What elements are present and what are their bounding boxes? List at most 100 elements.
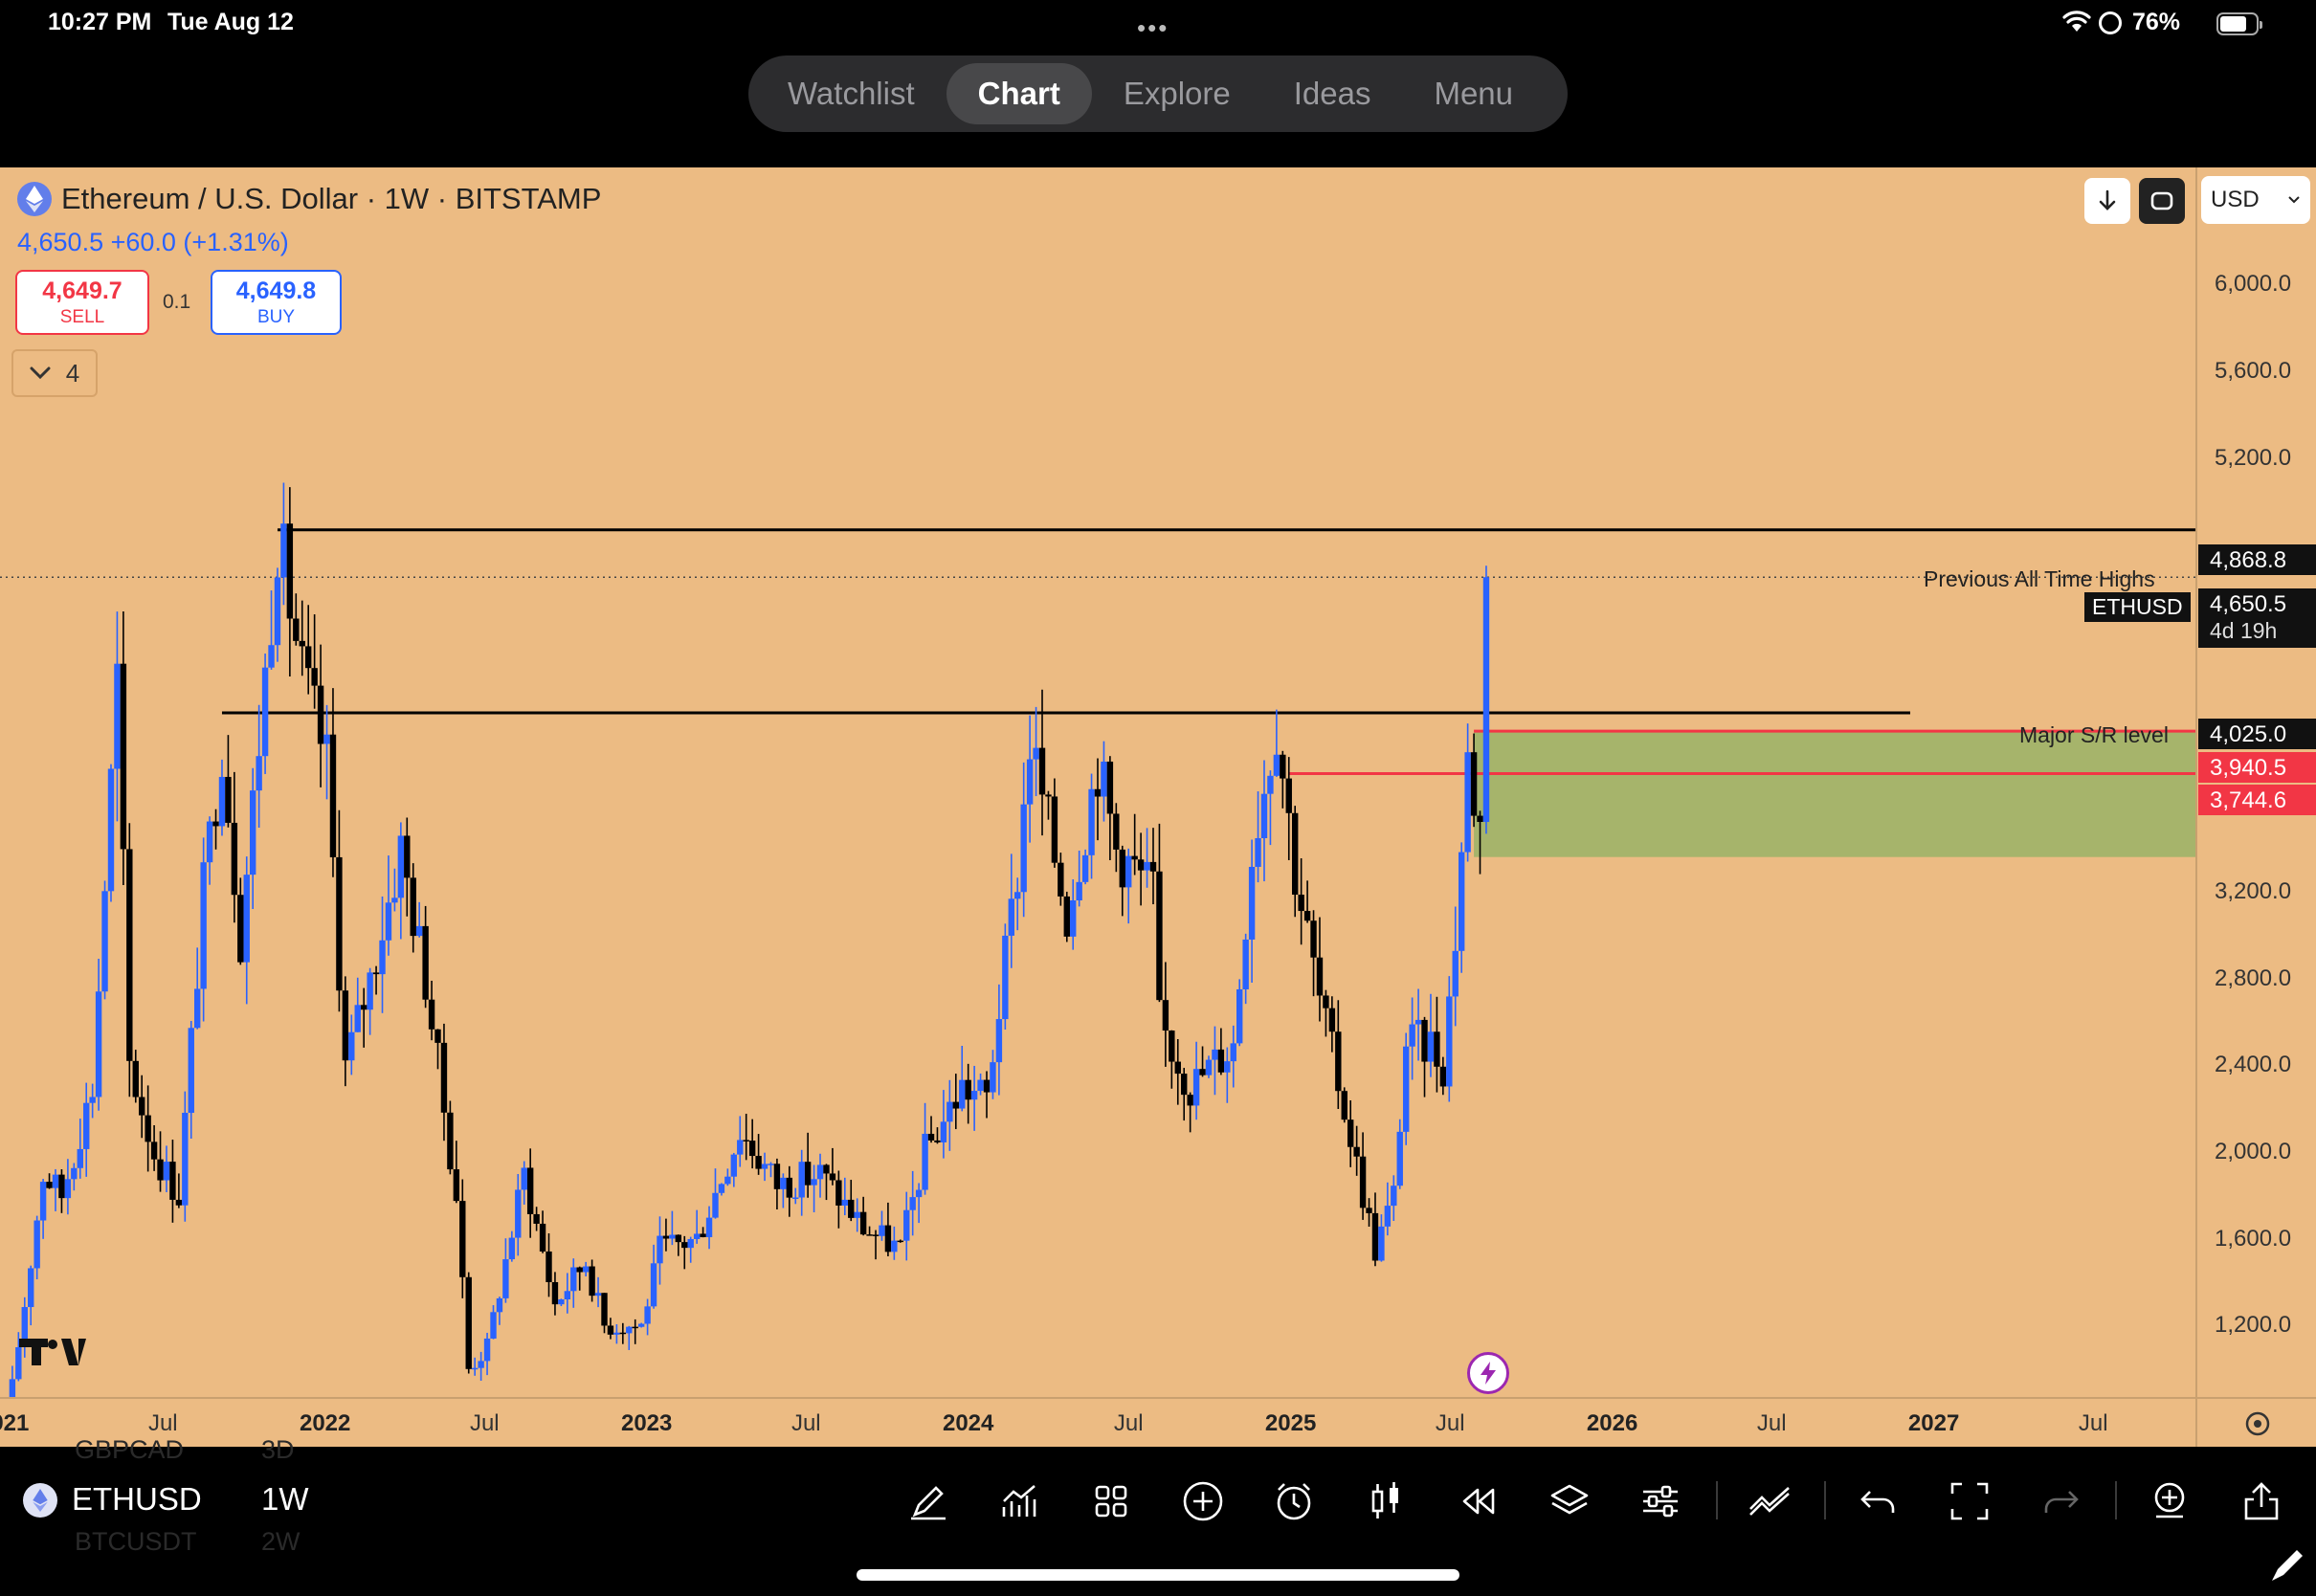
candle-body [526, 1167, 534, 1214]
time-tick-label: 2026 [1586, 1410, 1638, 1436]
candle-body [317, 685, 324, 744]
candle-body [1452, 950, 1459, 997]
ghost-timeframe: 2W [261, 1527, 301, 1556]
candle-body [687, 1238, 694, 1249]
candle-body [539, 1223, 546, 1252]
candle-body [1081, 854, 1089, 882]
grid-layout-icon[interactable] [1085, 1475, 1137, 1527]
undo-icon[interactable] [1852, 1475, 1904, 1527]
tab-watchlist[interactable]: Watchlist [788, 76, 915, 111]
candle-body [1217, 1049, 1225, 1073]
candle-body [1273, 754, 1280, 776]
candle-body [157, 1159, 164, 1181]
candle-body [1303, 911, 1311, 921]
candle-body [379, 940, 386, 975]
sync-button[interactable] [2139, 178, 2185, 224]
candle-body [391, 898, 398, 903]
demand-zone [1474, 731, 2195, 857]
candle-body [693, 1233, 701, 1239]
indicators-icon[interactable] [993, 1475, 1045, 1527]
tab-menu[interactable]: Menu [1434, 76, 1514, 111]
tab-explore[interactable]: Explore [1123, 76, 1231, 111]
symbol-header[interactable]: Ethereum / U.S. Dollar · 1W · BITSTAMP [17, 182, 601, 216]
price-tick-label: 1,600.0 [2215, 1225, 2292, 1252]
candle-body [1328, 1008, 1336, 1032]
draw-pencil-icon[interactable] [902, 1475, 954, 1527]
sell-button[interactable]: 4,649.7 SELL [15, 270, 149, 335]
redo-icon[interactable] [2036, 1475, 2087, 1527]
candle-body [644, 1306, 651, 1324]
tab-chart[interactable]: Chart [946, 63, 1092, 124]
candle-body [859, 1211, 867, 1235]
top-navigation: Watchlist Chart Explore Ideas Menu [748, 55, 1568, 132]
candle-body [397, 835, 405, 898]
chart-canvas[interactable] [0, 167, 2195, 1397]
home-indicator[interactable] [857, 1569, 1459, 1581]
axis-settings-corner[interactable] [2195, 1397, 2316, 1447]
chart-area[interactable] [0, 167, 2195, 1397]
candle-body [342, 990, 349, 1061]
symbol-selector[interactable]: ETHUSD [72, 1481, 202, 1517]
time-tick-label: Jul [1435, 1410, 1465, 1436]
compare-icon[interactable] [1744, 1475, 1795, 1527]
candle-body [1434, 1031, 1440, 1067]
candle-body [95, 991, 102, 1097]
settings-sliders-icon[interactable] [1635, 1475, 1686, 1527]
candle-body [970, 1091, 978, 1100]
candle-body [64, 1179, 72, 1199]
download-button[interactable] [2084, 178, 2130, 224]
candle-body [705, 1217, 713, 1237]
candle-body [1236, 988, 1243, 1044]
buy-button[interactable]: 4,649.8 BUY [211, 270, 342, 335]
timeframe-selector[interactable]: 1W [261, 1481, 309, 1517]
candle-body [1292, 812, 1299, 896]
sr-price-tag: 4,025.0 [2198, 719, 2316, 749]
fullscreen-icon[interactable] [1944, 1475, 1995, 1527]
replay-icon[interactable] [1452, 1475, 1503, 1527]
axis-settings-icon[interactable] [2197, 1399, 2316, 1449]
current-price-tag: 4,650.5 4d 19h [2198, 588, 2316, 648]
candle-body [268, 645, 275, 668]
candle-style-icon[interactable] [1360, 1475, 1412, 1527]
candle-body [804, 1162, 812, 1186]
candle-body [909, 1197, 916, 1210]
candle-body [206, 821, 213, 863]
ethereum-icon [23, 1483, 57, 1518]
candle-body [915, 1189, 923, 1198]
candle-body [946, 1101, 953, 1122]
tab-ideas[interactable]: Ideas [1293, 76, 1371, 111]
lightning-icon[interactable] [1467, 1352, 1509, 1394]
candle-body [922, 1133, 928, 1190]
currency-select[interactable]: USD [2201, 176, 2310, 224]
candle-body [483, 1338, 491, 1362]
share-icon[interactable] [2236, 1475, 2287, 1527]
candle-body [1421, 1019, 1428, 1062]
candle-body [101, 891, 108, 992]
candle-body [551, 1281, 559, 1305]
add-alert-icon[interactable] [2144, 1475, 2195, 1527]
candle-body [114, 663, 121, 769]
multitask-dots-icon[interactable]: ••• [1137, 13, 1169, 42]
time-tick-label: Jul [2078, 1410, 2108, 1436]
candle-body [1101, 761, 1107, 797]
symbol-price-label: ETHUSD [2084, 592, 2191, 622]
status-bar: 10:27 PM Tue Aug 12 ••• 76% [0, 0, 2316, 50]
candle-body [829, 1173, 836, 1181]
candle-body [1058, 862, 1064, 897]
price-tick-label: 2,000.0 [2215, 1138, 2292, 1164]
candle-body [681, 1242, 688, 1249]
ethereum-icon [17, 182, 52, 216]
candle-body [1260, 793, 1268, 838]
candle-body [1192, 1069, 1200, 1106]
candle-body [576, 1267, 583, 1273]
add-icon[interactable] [1177, 1475, 1229, 1527]
candle-body [299, 640, 305, 647]
candle-body [835, 1180, 842, 1206]
candle-body [9, 1379, 16, 1397]
candle-body [1242, 939, 1249, 989]
time-axis[interactable]: 2021 Jul 2022 Jul 2023 Jul 2024 Jul 2025 Jul 2026 J… [0, 1397, 2195, 1447]
red-level-1-price-tag: 3,940.5 [2198, 752, 2316, 783]
alarm-icon[interactable] [1268, 1475, 1320, 1527]
indicator-toggle-button[interactable]: 4 [11, 349, 98, 397]
layers-icon[interactable] [1544, 1475, 1595, 1527]
